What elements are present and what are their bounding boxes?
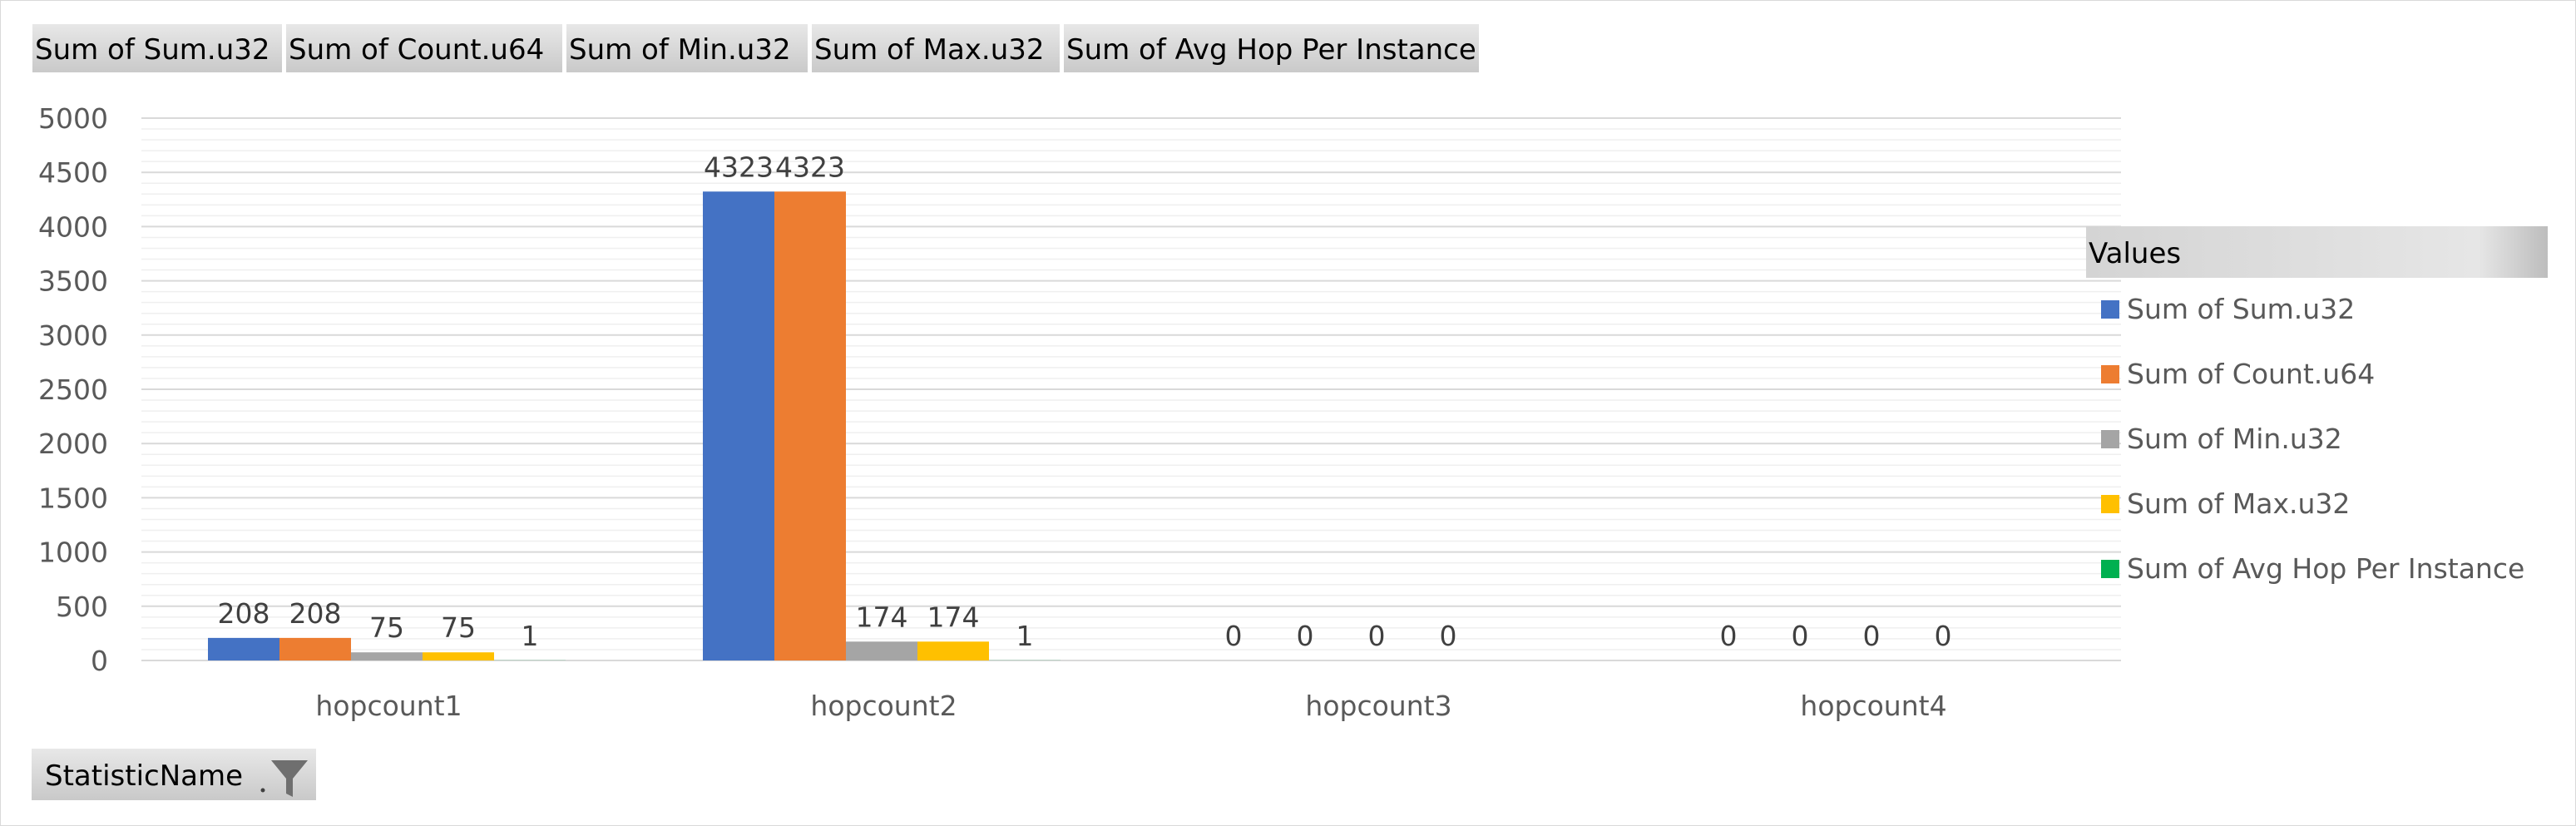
bar (279, 637, 351, 660)
legend-label: Sum of Avg Hop Per Instance (2127, 552, 2524, 585)
gridlines (141, 117, 2121, 661)
data-label: 4323 (704, 151, 774, 183)
bar (423, 652, 494, 660)
legend-entry: Sum of Count.u64 (2101, 358, 2375, 390)
legend-header[interactable]: Values (2086, 226, 2548, 278)
axis-field-button-label: StatisticName (45, 759, 243, 793)
y-tick-label: 500 (56, 591, 108, 623)
data-label: 0 (1297, 620, 1314, 652)
x-category-label: hopcount4 (1800, 690, 1946, 722)
value-field-button-label: Sum of Avg Hop Per Instance (1066, 33, 1476, 67)
axis-field-area: StatisticName (32, 749, 316, 800)
legend-header-bg (2086, 226, 2548, 278)
legend-header-label: Values (2089, 237, 2181, 270)
legend-swatch (2101, 560, 2119, 578)
legend-swatch (2101, 300, 2119, 319)
bar (846, 641, 917, 660)
data-label: 0 (1720, 620, 1738, 652)
data-label: 0 (1792, 620, 1809, 652)
bars (208, 191, 1061, 660)
data-label: 174 (927, 601, 980, 633)
data-label: 4323 (775, 151, 845, 183)
value-field-button-bg (31, 22, 284, 74)
x-category-label: hopcount2 (810, 690, 957, 722)
data-label: 174 (856, 601, 908, 633)
value-field-button[interactable]: Sum of Max.u32 (810, 22, 1061, 74)
legend-entry: Sum of Min.u32 (2101, 423, 2342, 455)
y-tick-label: 4500 (38, 156, 108, 189)
data-label: 208 (218, 597, 270, 630)
data-label: 0 (1935, 620, 1952, 652)
legend-entry: Sum of Max.u32 (2101, 487, 2350, 520)
value-field-button[interactable]: Sum of Min.u32 (565, 22, 809, 74)
data-label: 0 (1368, 620, 1386, 652)
axis-field-button-bg (32, 749, 316, 800)
funnel-shape (271, 760, 308, 797)
legend: Values Sum of Sum.u32 Sum of Count.u64 Sum … (2086, 226, 2548, 585)
legend-label: Sum of Max.u32 (2127, 487, 2350, 520)
legend-label: Sum of Count.u64 (2127, 358, 2375, 390)
data-label: 0 (1440, 620, 1457, 652)
legend-label: Sum of Sum.u32 (2127, 293, 2355, 325)
y-tick-label: 1000 (38, 537, 108, 569)
data-label: 0 (1863, 620, 1881, 652)
bar (703, 191, 774, 660)
bar (917, 641, 989, 660)
dropdown-indicator (260, 788, 265, 793)
value-field-button[interactable]: Sum of Avg Hop Per Instance (1062, 22, 1481, 74)
value-field-button-label: Sum of Count.u64 (289, 33, 544, 67)
data-label: 75 (441, 611, 476, 644)
data-label: 0 (1225, 620, 1243, 652)
x-category-label: hopcount3 (1305, 690, 1451, 722)
value-field-button[interactable]: Sum of Count.u64 (284, 22, 564, 74)
value-field-button-bg (284, 22, 564, 74)
y-tick-label: 3000 (38, 319, 108, 352)
y-tick-label: 1500 (38, 482, 108, 514)
y-tick-label: 2500 (38, 373, 108, 406)
bar (208, 637, 279, 660)
y-tick-label: 3500 (38, 265, 108, 298)
y-tick-label: 2000 (38, 428, 108, 460)
legend-swatch (2101, 365, 2119, 383)
axis-field-button[interactable]: StatisticName (32, 749, 316, 800)
bar (351, 652, 423, 660)
y-axis: 0 500 1000 1500 2000 2500 3000 3500 4000 4500 5000 (38, 102, 108, 677)
value-field-button-label: Sum of Min.u32 (569, 33, 791, 67)
x-category-label: hopcount1 (315, 690, 462, 722)
data-label: 1 (522, 620, 539, 652)
data-label: 1 (1016, 620, 1034, 652)
value-field-button-bg (565, 22, 809, 74)
legend-swatch (2101, 495, 2119, 513)
value-field-button-bg (810, 22, 1061, 74)
data-label: 208 (289, 597, 342, 630)
value-field-button-label: Sum of Max.u32 (814, 33, 1045, 67)
legend-entry: Sum of Sum.u32 (2101, 293, 2355, 325)
bar (774, 191, 846, 660)
x-axis: hopcount1 hopcount2 hopcount3 hopcount4 (315, 690, 1946, 722)
y-tick-label: 5000 (38, 102, 108, 135)
legend-swatch (2101, 430, 2119, 448)
value-field-buttons: Sum of Sum.u32 Sum of Count.u64 Sum of Min… (31, 22, 1481, 74)
filter-funnel-icon[interactable] (271, 760, 308, 797)
y-tick-label: 4000 (38, 210, 108, 243)
value-field-button[interactable]: Sum of Sum.u32 (31, 22, 284, 74)
data-labels: 208 208 75 75 1 4323 4323 174 174 1 0 0 0 0 0 0 0 0 (218, 151, 1952, 652)
legend-label: Sum of Min.u32 (2127, 423, 2342, 455)
value-field-button-bg (1062, 22, 1481, 74)
data-label: 75 (369, 611, 404, 644)
legend-entry: Sum of Avg Hop Per Instance (2101, 552, 2524, 585)
value-field-button-label: Sum of Sum.u32 (35, 33, 270, 67)
y-tick-label: 0 (91, 645, 108, 677)
